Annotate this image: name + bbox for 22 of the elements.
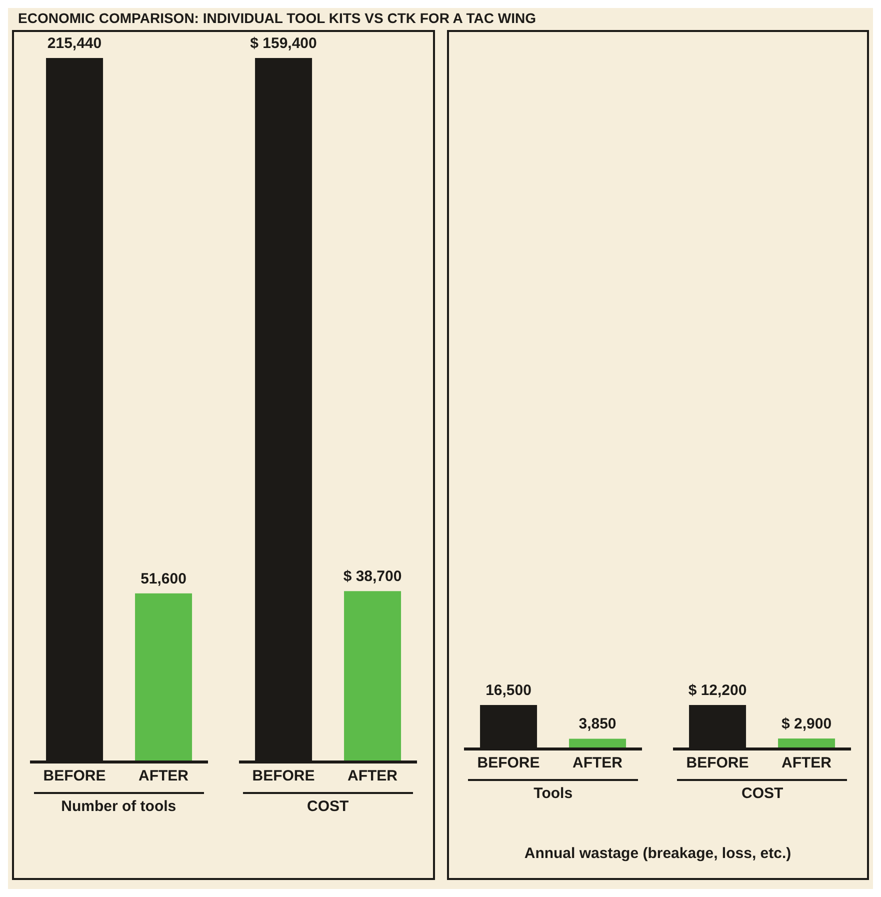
x-axis-title: Tools xyxy=(468,779,638,802)
data-label: 16,500 xyxy=(486,682,532,699)
x-axis-title: COST xyxy=(677,779,848,802)
x-tick-label: AFTER xyxy=(572,754,623,772)
x-tick-label: BEFORE xyxy=(686,754,750,772)
text: ECONOMIC COMPARISON: INDIVIDUAL TOOL KITS VS CTK FOR A TAC WING xyxy=(17,9,537,28)
x-tick-label: BEFORE xyxy=(42,768,106,785)
data-label: 3,850 xyxy=(578,716,616,733)
data-label: $ 12,200 xyxy=(688,682,748,699)
x-axis-title: COST xyxy=(242,792,413,815)
data-label: 51,600 xyxy=(140,570,186,588)
data-label: 215,440 xyxy=(47,35,102,52)
x-tick-label: BEFORE xyxy=(477,754,540,772)
x-tick-label: BEFORE xyxy=(252,768,315,785)
x-tick-label: AFTER xyxy=(138,768,188,785)
data-label: $ 2,900 xyxy=(782,716,832,733)
data-label: $ 159,400 xyxy=(250,35,317,52)
data-label: $ 38,700 xyxy=(343,568,402,586)
x-tick-label: AFTER xyxy=(782,754,832,772)
x-axis-title: Number of tools xyxy=(34,792,204,815)
x-tick-label: AFTER xyxy=(347,768,398,785)
text: Annual wastage (breakage, loss, etc.) xyxy=(524,845,792,862)
